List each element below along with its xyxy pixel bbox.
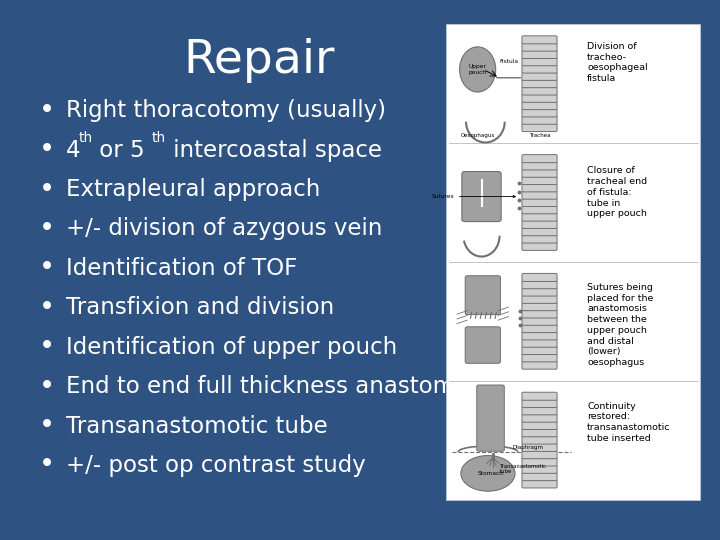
Text: •: • bbox=[39, 137, 55, 163]
Text: Repair: Repair bbox=[184, 38, 335, 83]
Text: •: • bbox=[39, 413, 55, 439]
FancyBboxPatch shape bbox=[522, 162, 557, 170]
FancyBboxPatch shape bbox=[522, 392, 557, 400]
Text: Transanastomotic
tube: Transanastomotic tube bbox=[500, 464, 547, 474]
FancyBboxPatch shape bbox=[522, 273, 557, 281]
FancyBboxPatch shape bbox=[522, 281, 557, 289]
FancyBboxPatch shape bbox=[446, 24, 700, 500]
FancyBboxPatch shape bbox=[522, 80, 557, 87]
FancyBboxPatch shape bbox=[522, 102, 557, 110]
Text: +/- division of azygous vein: +/- division of azygous vein bbox=[66, 218, 382, 240]
FancyBboxPatch shape bbox=[522, 407, 557, 415]
Text: •: • bbox=[39, 216, 55, 242]
FancyBboxPatch shape bbox=[465, 327, 500, 363]
FancyBboxPatch shape bbox=[462, 172, 501, 221]
FancyBboxPatch shape bbox=[522, 43, 557, 51]
Text: Extrapleural approach: Extrapleural approach bbox=[66, 178, 320, 201]
FancyBboxPatch shape bbox=[522, 72, 557, 80]
Ellipse shape bbox=[461, 456, 515, 491]
FancyBboxPatch shape bbox=[522, 87, 557, 95]
FancyBboxPatch shape bbox=[522, 169, 557, 177]
Text: •: • bbox=[39, 98, 55, 124]
FancyBboxPatch shape bbox=[522, 325, 557, 333]
FancyBboxPatch shape bbox=[522, 235, 557, 243]
FancyBboxPatch shape bbox=[522, 339, 557, 347]
FancyBboxPatch shape bbox=[522, 228, 557, 236]
FancyBboxPatch shape bbox=[522, 36, 557, 44]
Text: •: • bbox=[39, 295, 55, 321]
FancyBboxPatch shape bbox=[522, 58, 557, 66]
FancyBboxPatch shape bbox=[522, 50, 557, 58]
FancyBboxPatch shape bbox=[522, 295, 557, 303]
Text: th: th bbox=[78, 131, 92, 145]
FancyBboxPatch shape bbox=[522, 422, 557, 429]
FancyBboxPatch shape bbox=[522, 206, 557, 214]
Text: End to end full thickness anastomosis: End to end full thickness anastomosis bbox=[66, 375, 500, 398]
Text: Continuity
restored:
transanastomotic
tube inserted: Continuity restored: transanastomotic tu… bbox=[587, 402, 670, 443]
Text: •: • bbox=[39, 177, 55, 202]
Text: +/- post op contrast study: +/- post op contrast study bbox=[66, 454, 366, 477]
FancyBboxPatch shape bbox=[522, 354, 557, 362]
FancyBboxPatch shape bbox=[465, 276, 500, 315]
FancyBboxPatch shape bbox=[522, 458, 557, 466]
FancyBboxPatch shape bbox=[522, 429, 557, 437]
Ellipse shape bbox=[459, 47, 495, 92]
FancyBboxPatch shape bbox=[522, 414, 557, 422]
FancyBboxPatch shape bbox=[522, 361, 557, 369]
Text: •: • bbox=[39, 255, 55, 281]
Text: Sutures being
placed for the
anastomosis
between the
upper pouch
and distal
(low: Sutures being placed for the anastomosis… bbox=[587, 283, 654, 367]
FancyBboxPatch shape bbox=[522, 347, 557, 355]
FancyBboxPatch shape bbox=[522, 154, 557, 163]
Text: 4: 4 bbox=[66, 139, 81, 161]
Text: Identification of TOF: Identification of TOF bbox=[66, 257, 297, 280]
FancyBboxPatch shape bbox=[522, 436, 557, 444]
FancyBboxPatch shape bbox=[522, 318, 557, 325]
Text: Diaphragm: Diaphragm bbox=[513, 445, 544, 450]
FancyBboxPatch shape bbox=[522, 199, 557, 206]
Text: Upper
pouch: Upper pouch bbox=[469, 64, 487, 75]
Text: Stomach: Stomach bbox=[478, 471, 503, 476]
FancyBboxPatch shape bbox=[522, 124, 557, 132]
Text: Oesophagus: Oesophagus bbox=[461, 133, 495, 138]
Text: Closure of
tracheal end
of fistula:
tube in
upper pouch: Closure of tracheal end of fistula: tube… bbox=[587, 166, 647, 218]
FancyBboxPatch shape bbox=[522, 310, 557, 318]
FancyBboxPatch shape bbox=[522, 220, 557, 228]
FancyBboxPatch shape bbox=[522, 400, 557, 408]
Text: or 5: or 5 bbox=[92, 139, 145, 161]
FancyBboxPatch shape bbox=[522, 472, 557, 481]
FancyBboxPatch shape bbox=[522, 65, 557, 73]
Text: Sutures: Sutures bbox=[431, 194, 516, 199]
Text: Transfixion and division: Transfixion and division bbox=[66, 296, 335, 319]
Text: th: th bbox=[152, 131, 166, 145]
FancyBboxPatch shape bbox=[522, 480, 557, 488]
FancyBboxPatch shape bbox=[522, 451, 557, 458]
Text: Identification of upper pouch: Identification of upper pouch bbox=[66, 336, 397, 359]
FancyBboxPatch shape bbox=[522, 184, 557, 192]
Text: •: • bbox=[39, 453, 55, 478]
Text: Transanastomotic tube: Transanastomotic tube bbox=[66, 415, 328, 437]
FancyBboxPatch shape bbox=[522, 242, 557, 251]
FancyBboxPatch shape bbox=[522, 303, 557, 310]
Text: •: • bbox=[39, 334, 55, 360]
FancyBboxPatch shape bbox=[522, 116, 557, 124]
FancyBboxPatch shape bbox=[522, 443, 557, 451]
Text: Right thoracotomy (usually): Right thoracotomy (usually) bbox=[66, 99, 386, 122]
FancyBboxPatch shape bbox=[522, 191, 557, 199]
Text: intercoastal space: intercoastal space bbox=[166, 139, 382, 161]
Text: Division of
tracheo-
oesophageal
fistula: Division of tracheo- oesophageal fistula bbox=[587, 42, 648, 83]
FancyBboxPatch shape bbox=[522, 177, 557, 185]
Text: Fistula: Fistula bbox=[499, 58, 518, 64]
FancyBboxPatch shape bbox=[477, 385, 504, 451]
FancyBboxPatch shape bbox=[522, 332, 557, 340]
FancyBboxPatch shape bbox=[522, 109, 557, 117]
Text: Trachea: Trachea bbox=[528, 133, 550, 138]
FancyBboxPatch shape bbox=[522, 94, 557, 102]
FancyBboxPatch shape bbox=[522, 465, 557, 474]
FancyBboxPatch shape bbox=[522, 213, 557, 221]
FancyBboxPatch shape bbox=[522, 288, 557, 296]
Text: •: • bbox=[39, 374, 55, 400]
